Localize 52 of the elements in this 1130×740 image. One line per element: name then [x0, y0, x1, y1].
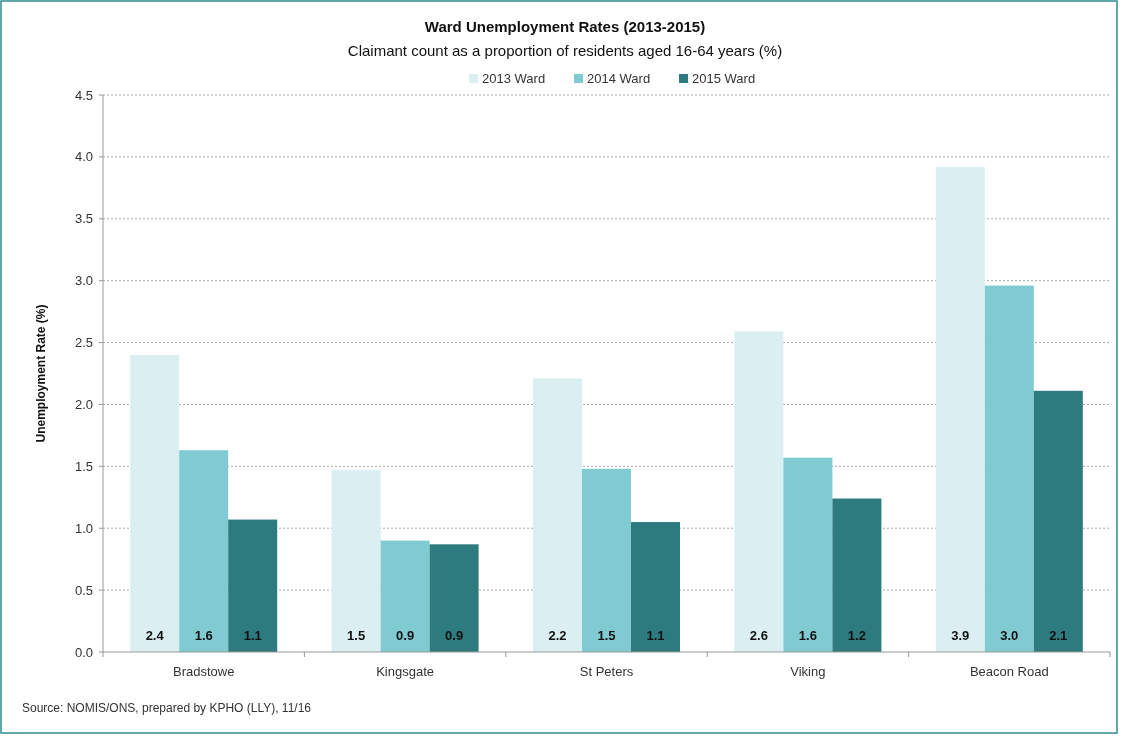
- y-tick-label: 3.0: [74, 273, 93, 289]
- x-tick-label: St Peters: [579, 664, 634, 679]
- y-tick-label: 0.5: [74, 582, 93, 598]
- y-axis-title: Unemployment Rate (%): [34, 304, 48, 443]
- data-label: 0.9: [445, 628, 464, 643]
- bar: [429, 544, 479, 652]
- bar: [532, 378, 582, 652]
- y-tick-label: 0.0: [74, 644, 93, 660]
- chart-subtitle: Claimant count as a proportion of residents aged 16-64 years (%): [347, 42, 783, 59]
- bar: [582, 468, 631, 652]
- x-tick-label: Viking: [790, 664, 826, 679]
- chart-title: Ward Unemployment Rates (2013-2015): [424, 18, 706, 35]
- bar: [984, 285, 1034, 652]
- bar: [179, 450, 229, 652]
- bar: [130, 354, 180, 652]
- data-label: 1.1: [243, 628, 262, 643]
- bar: [631, 522, 681, 652]
- bar: [1033, 390, 1083, 652]
- data-label: 2.1: [1049, 628, 1068, 643]
- y-tick-label: 1.5: [74, 458, 93, 474]
- data-label: 1.1: [646, 628, 665, 643]
- y-tick-label: 1.0: [74, 520, 93, 536]
- bar: [832, 498, 882, 652]
- data-label: 1.5: [347, 628, 366, 643]
- data-label: 0.9: [396, 628, 415, 643]
- data-label: 1.6: [194, 628, 213, 643]
- source-note: Source: NOMIS/ONS, prepared by KPHO (LLY), 11/16: [22, 701, 312, 715]
- y-tick-label: 2.5: [74, 335, 93, 351]
- bar: [228, 519, 278, 652]
- x-tick-label: Kingsgate: [376, 664, 435, 679]
- legend-label: 2014 Ward: [587, 71, 651, 86]
- data-label: 2.2: [548, 628, 567, 643]
- y-tick-label: 4.0: [74, 149, 93, 165]
- data-label: 1.5: [597, 628, 616, 643]
- x-tick-label: Bradstowe: [172, 664, 235, 679]
- y-tick-label: 2.0: [74, 396, 93, 412]
- data-label: 3.0: [1000, 628, 1019, 643]
- bar: [935, 166, 985, 652]
- legend-label: 2013 Ward: [482, 71, 546, 86]
- data-label: 2.6: [749, 628, 768, 643]
- data-label: 3.9: [951, 628, 970, 643]
- bar: [734, 331, 784, 652]
- bar: [783, 457, 833, 652]
- bar: [331, 470, 381, 652]
- data-label: 1.6: [798, 628, 817, 643]
- y-tick-label: 4.5: [74, 87, 93, 103]
- data-label: 1.2: [847, 628, 866, 643]
- x-tick-label: Beacon Road: [969, 664, 1049, 679]
- bar: [380, 540, 430, 652]
- y-tick-label: 3.5: [74, 211, 93, 227]
- legend-label: 2015 Ward: [692, 71, 756, 86]
- data-label: 2.4: [145, 628, 165, 643]
